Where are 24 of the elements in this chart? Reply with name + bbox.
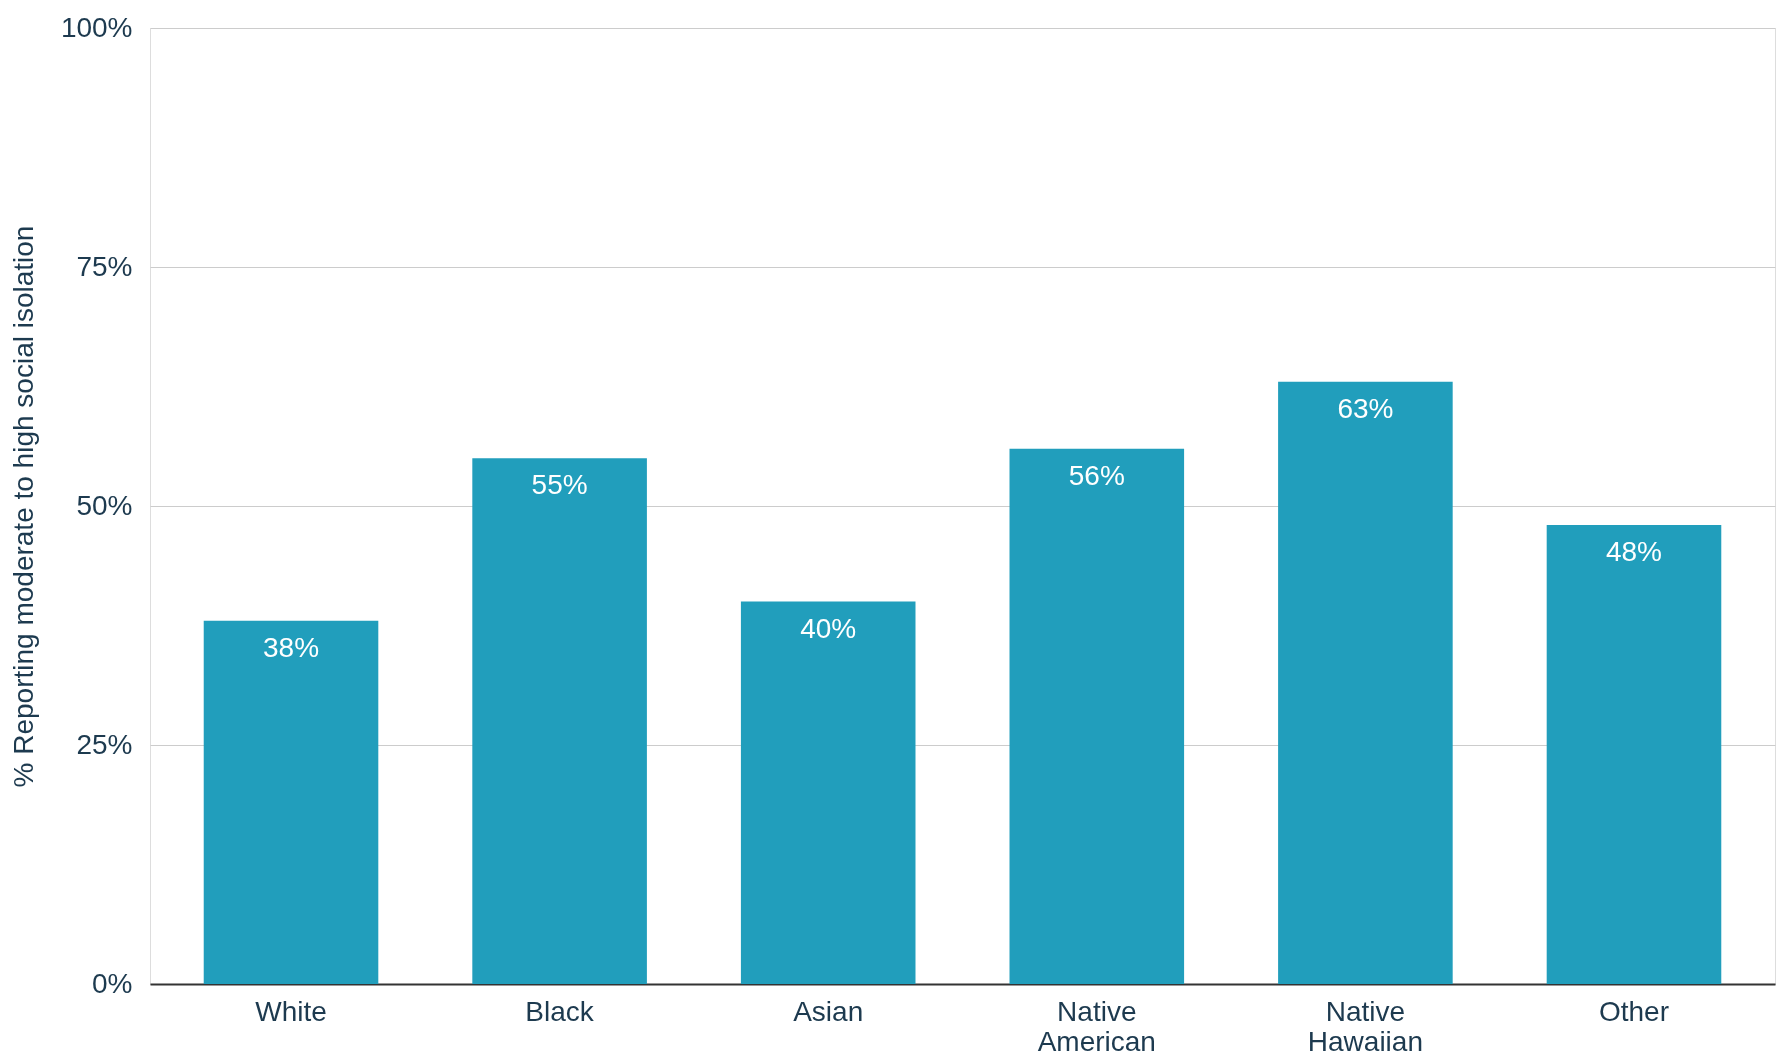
y-tick-label: 0% bbox=[92, 967, 133, 999]
x-tick-label: White bbox=[255, 995, 327, 1027]
x-tick-label: Native Hawaiian bbox=[1307, 995, 1423, 1057]
bar bbox=[1278, 381, 1453, 984]
x-tick-label: Black bbox=[525, 995, 595, 1027]
data-label: 56% bbox=[1068, 459, 1125, 491]
data-label: 55% bbox=[531, 469, 588, 501]
bar bbox=[472, 458, 647, 984]
x-tick-label: Native American bbox=[1037, 995, 1156, 1057]
y-axis-title: % Reporting moderate to high social isolation bbox=[7, 225, 39, 788]
y-tick-label: 75% bbox=[76, 250, 133, 282]
x-tick-label: Asian bbox=[793, 995, 864, 1027]
y-tick-label: 25% bbox=[76, 728, 133, 760]
data-label: 63% bbox=[1337, 392, 1394, 424]
data-label: 48% bbox=[1605, 536, 1663, 568]
x-tick-label: Other bbox=[1598, 995, 1669, 1027]
bar bbox=[1546, 525, 1722, 984]
bar bbox=[740, 601, 916, 984]
bar bbox=[1009, 448, 1185, 984]
data-label: 40% bbox=[800, 612, 857, 644]
y-tick-label: 50% bbox=[76, 489, 133, 521]
y-tick-label: 100% bbox=[60, 11, 133, 43]
bar bbox=[203, 620, 379, 984]
data-label: 38% bbox=[262, 631, 320, 663]
